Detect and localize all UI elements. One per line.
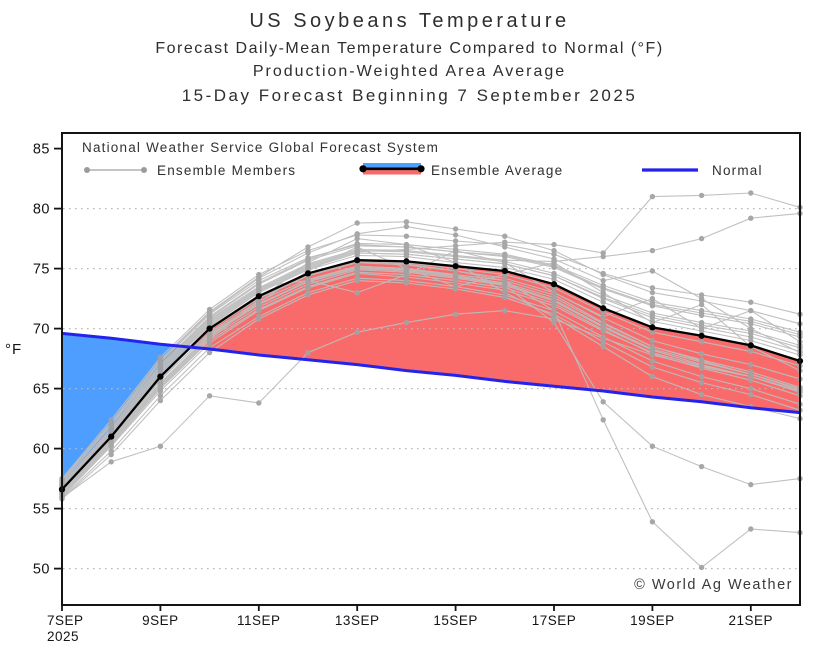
ensemble-members-legend-swatch-icon [84, 167, 147, 173]
svg-text:17SEP: 17SEP [532, 613, 577, 628]
svg-text:80: 80 [33, 202, 50, 218]
chart-subtitle-1: Forecast Daily-Mean Temperature Compared… [155, 40, 664, 57]
svg-text:13SEP: 13SEP [335, 613, 380, 628]
y-axis-labels: 50 55 60 65 70 75 80 85 [33, 142, 62, 578]
svg-text:21SEP: 21SEP [729, 613, 774, 628]
normal-legend-swatch-icon [642, 168, 698, 172]
title-block: US Soybeans Temperature Forecast Daily-M… [0, 10, 819, 106]
svg-text:2025: 2025 [47, 629, 79, 644]
svg-text:50: 50 [33, 562, 50, 578]
svg-text:85: 85 [33, 142, 50, 158]
svg-text:15SEP: 15SEP [433, 613, 478, 628]
svg-text:19SEP: 19SEP [630, 613, 675, 628]
chart-subtitle-2: Production-Weighted Area Average [252, 63, 567, 80]
grid-lines [63, 208, 799, 570]
svg-text:70: 70 [33, 322, 50, 338]
ensemble-average-line [58, 257, 804, 493]
normal-line [61, 331, 801, 415]
svg-text:65: 65 [33, 382, 50, 398]
chart-title: US Soybeans Temperature [249, 10, 570, 32]
svg-text:11SEP: 11SEP [237, 613, 281, 628]
ensemble-average-legend-swatch-icon [359, 163, 425, 175]
svg-text:75: 75 [33, 262, 50, 278]
svg-text:9SEP: 9SEP [142, 613, 179, 628]
plot-border [61, 132, 801, 606]
svg-text:7SEP: 7SEP [47, 613, 84, 628]
legend-label-ensemble-members: Ensemble Members [157, 163, 297, 178]
legend-header: National Weather Service Global Forecast… [82, 140, 440, 155]
legend-label-normal: Normal [712, 163, 763, 178]
y-axis-label: °F [5, 341, 23, 358]
chart-subtitle-3: 15-Day Forecast Beginning 7 September 20… [181, 86, 638, 105]
svg-text:60: 60 [33, 442, 50, 458]
svg-text:55: 55 [33, 502, 50, 518]
legend-label-ensemble-average: Ensemble Average [431, 163, 564, 178]
watermark: © World Ag Weather [634, 577, 793, 593]
